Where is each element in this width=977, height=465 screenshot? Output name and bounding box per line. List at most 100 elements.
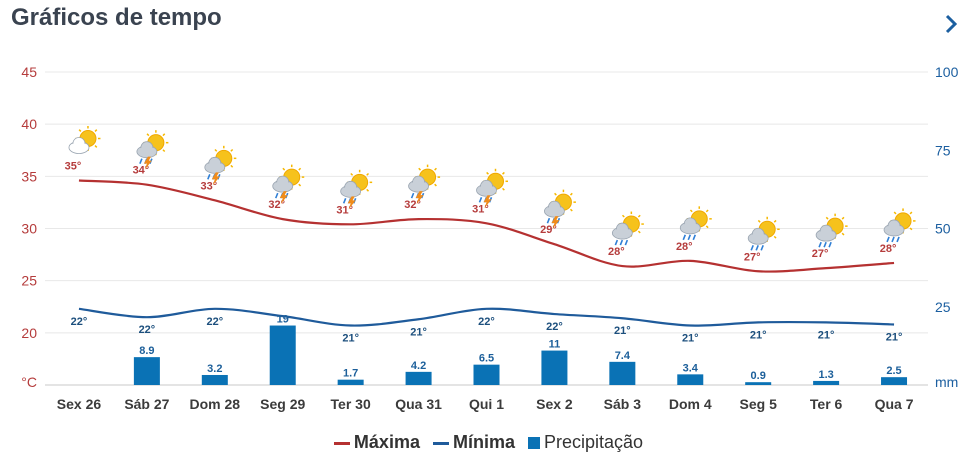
max-temp-label: 32°	[404, 199, 421, 211]
max-temp-label: 28°	[676, 241, 693, 253]
rain-drop	[619, 239, 624, 246]
rain-drop	[546, 217, 551, 224]
cloud-fill	[273, 181, 292, 192]
precip-bar	[201, 374, 228, 385]
sun-ray	[637, 214, 641, 218]
precip-value-label: 8.9	[139, 345, 154, 357]
sun-ray	[825, 216, 829, 220]
sun-ray	[773, 219, 777, 223]
min-temp-label: 21°	[342, 333, 359, 345]
y-left-tick-label: 30	[21, 221, 37, 237]
cloud-fill	[341, 186, 360, 197]
rain-drop	[410, 192, 415, 199]
sun-ray	[893, 211, 897, 215]
thunderstorm-icon	[136, 130, 169, 170]
cloud-fill	[885, 224, 904, 235]
rain-drop	[886, 236, 890, 243]
max-temp-label: 31°	[472, 203, 489, 215]
sun-ray	[350, 172, 354, 176]
legend-max-label: Máxima	[353, 431, 420, 452]
precip-value-label: 2.5	[886, 365, 901, 377]
legend-max[interactable]: Máxima	[333, 431, 420, 453]
partly-cloudy-icon	[68, 126, 101, 154]
sun-ray	[621, 214, 625, 218]
y-right-tick-label: mm	[935, 374, 958, 390]
x-tick-label: Seg 5	[740, 396, 778, 412]
precip-bar	[609, 361, 636, 385]
lightning-bolt	[415, 191, 424, 205]
sun-ray	[773, 235, 777, 239]
sun-ray	[434, 183, 437, 187]
x-tick-label: Sex 26	[57, 396, 102, 412]
sun-ray	[94, 145, 98, 148]
sun-ray	[554, 192, 557, 196]
lightning-bolt	[279, 191, 288, 205]
min-temp-label: 22°	[139, 324, 156, 336]
lightning-bolt	[211, 172, 220, 186]
sun-ray	[841, 216, 845, 220]
rain-drop	[274, 192, 279, 199]
y-right-tick-label: 100	[935, 64, 959, 80]
max-temp-label: 27°	[744, 251, 761, 263]
y-right-tick-label: 50	[935, 221, 951, 237]
sun-ray	[841, 232, 845, 236]
y-left-tick-label: 40	[21, 116, 37, 132]
lightning-bolt	[483, 195, 492, 209]
sun-ray	[569, 192, 573, 196]
min-temp-label: 21°	[818, 329, 835, 341]
precip-bar	[337, 379, 364, 385]
max-temp-label: 33°	[200, 180, 217, 192]
cloud-fill	[477, 185, 496, 196]
rain-drop	[750, 244, 754, 251]
rain-icon	[611, 211, 644, 246]
x-tick-label: Qua 31	[395, 396, 442, 412]
x-tick-label: Sáb 27	[124, 396, 169, 412]
lightning-bolt	[551, 216, 560, 230]
rain-icon	[815, 213, 848, 248]
sun-ray	[418, 167, 422, 171]
legend-min[interactable]: Mínima	[432, 432, 515, 453]
thunderstorm-icon	[476, 168, 508, 209]
min-temp-label: 21°	[682, 333, 699, 345]
sun-ray	[502, 171, 505, 175]
cloud-fill	[749, 233, 768, 244]
min-temp-label: 21°	[886, 331, 903, 343]
precip-bar	[813, 380, 840, 385]
cloud-fill	[545, 206, 564, 217]
page-title: Gráficos de tempo	[11, 4, 222, 31]
sun-ray	[366, 172, 370, 176]
sun-ray	[162, 149, 166, 153]
min-temp-line	[78, 307, 895, 327]
precip-value-label: 4.2	[411, 360, 426, 372]
max-temp-label: 32°	[268, 199, 285, 211]
rain-drop	[139, 158, 143, 164]
sun-ray	[230, 164, 234, 168]
x-tick-label: Dom 28	[190, 396, 241, 412]
rain-drop	[755, 244, 759, 251]
precip-bar	[677, 374, 704, 385]
precip-value-label: 19	[277, 314, 289, 326]
cloud-fill	[205, 162, 224, 173]
y-left-tick-label: °C	[21, 374, 37, 390]
sun-ray	[909, 211, 913, 215]
x-tick-label: Dom 4	[669, 396, 712, 412]
precip-bar	[745, 382, 772, 385]
rain-drop	[828, 241, 832, 248]
y-left-tick-label: 45	[21, 64, 37, 80]
legend-precip[interactable]: Precipitação	[528, 432, 643, 453]
x-tick-label: Ter 30	[331, 396, 371, 412]
rain-drop	[614, 239, 619, 246]
rain-icon	[883, 208, 916, 243]
x-tick-label: Ter 6	[810, 396, 843, 412]
weather-chart: 8.9 3.2 19 1.7 4.2 6.5 11 7.4 3.4 0.9 1.3 2.5 35° 34°…	[21, 64, 959, 412]
sun-ray	[909, 227, 913, 231]
sun-ray	[366, 188, 370, 192]
chart-legend: Máxima Mínima Precipitação	[0, 431, 977, 453]
chevron-right-icon[interactable]	[940, 8, 964, 36]
sun-ray	[282, 167, 286, 171]
min-temp-label: 21°	[614, 325, 631, 337]
precip-bar	[405, 371, 432, 385]
max-temp-line	[78, 179, 895, 273]
sun-ray	[146, 133, 150, 137]
rain-drop	[896, 236, 900, 243]
